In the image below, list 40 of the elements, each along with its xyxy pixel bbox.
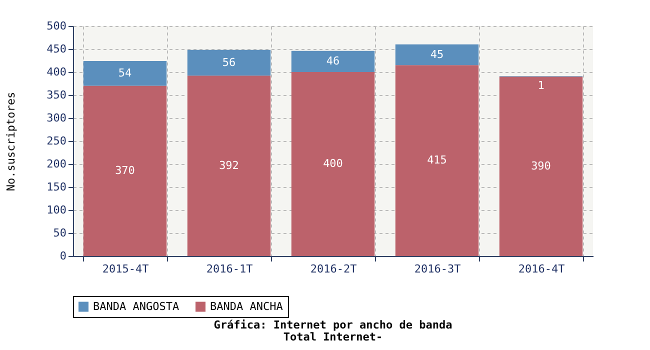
data-label: 56 bbox=[222, 56, 236, 69]
legend-label: BANDA ANCHA bbox=[210, 300, 284, 313]
y-tick-label: 50 bbox=[53, 226, 66, 240]
y-tick-label: 250 bbox=[46, 134, 66, 148]
data-label: 390 bbox=[531, 159, 551, 172]
bar bbox=[395, 44, 479, 66]
y-tick-label: 450 bbox=[46, 42, 66, 56]
data-label: 415 bbox=[427, 154, 447, 167]
x-tick-label: 2015-4T bbox=[102, 262, 150, 276]
x-tick-label: 2016-1T bbox=[206, 262, 254, 276]
y-tick-label: 200 bbox=[46, 158, 66, 170]
y-axis-title: No.suscriptores bbox=[4, 92, 18, 192]
y-tick-label: 100 bbox=[46, 204, 66, 216]
y-tick-label: 150 bbox=[46, 180, 66, 194]
y-tick-label: 500 bbox=[46, 20, 66, 32]
data-label: 370 bbox=[115, 164, 135, 177]
bar bbox=[291, 72, 375, 256]
legend-label: BANDA ANGOSTA bbox=[93, 300, 180, 313]
x-tick-label: 2016-3T bbox=[414, 262, 462, 276]
data-label: 392 bbox=[219, 158, 239, 172]
y-tick-label: 400 bbox=[46, 66, 66, 78]
bar bbox=[187, 50, 271, 76]
data-label: 400 bbox=[323, 157, 343, 170]
data-label: 46 bbox=[326, 54, 340, 68]
data-label: 45 bbox=[430, 48, 444, 61]
bar bbox=[291, 50, 375, 72]
x-tick-label: 2016-2T bbox=[310, 262, 358, 276]
text: Total Internet- bbox=[283, 330, 383, 344]
y-tick-label: 0 bbox=[60, 250, 66, 262]
bar bbox=[187, 76, 271, 256]
x-tick-label: 2016-4T bbox=[518, 262, 566, 276]
data-label: 54 bbox=[118, 66, 132, 80]
y-tick-label: 300 bbox=[46, 112, 66, 124]
text: Gráfica: Internet por ancho de banda bbox=[214, 318, 452, 332]
bar bbox=[499, 76, 583, 256]
bar bbox=[395, 65, 479, 256]
y-tick-label: 350 bbox=[46, 88, 66, 102]
bar bbox=[83, 60, 167, 86]
data-label: 1 bbox=[538, 79, 544, 92]
bar bbox=[83, 86, 167, 256]
